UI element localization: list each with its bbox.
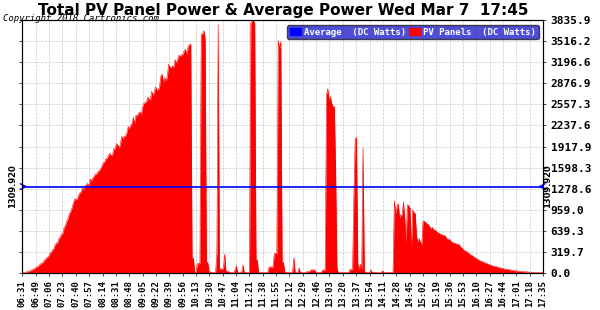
Text: Copyright 2018 Cartronics.com: Copyright 2018 Cartronics.com — [3, 14, 159, 23]
Text: 1309.920: 1309.920 — [8, 165, 17, 208]
Legend: Average  (DC Watts), PV Panels  (DC Watts): Average (DC Watts), PV Panels (DC Watts) — [287, 25, 539, 39]
Text: 1309.920: 1309.920 — [543, 165, 552, 208]
Title: Total PV Panel Power & Average Power Wed Mar 7  17:45: Total PV Panel Power & Average Power Wed… — [38, 3, 528, 18]
